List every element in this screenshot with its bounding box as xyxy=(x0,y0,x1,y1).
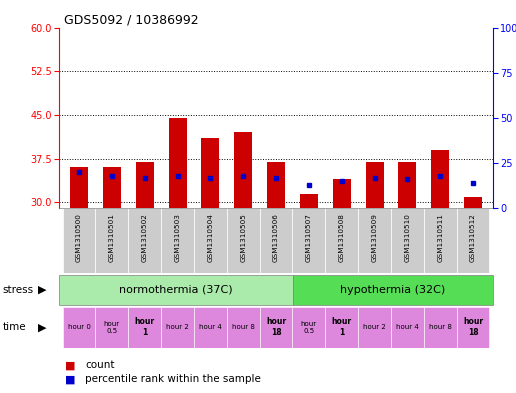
Text: GSM1310505: GSM1310505 xyxy=(240,213,246,263)
Text: hour 8: hour 8 xyxy=(232,324,255,330)
Bar xyxy=(260,307,293,348)
Bar xyxy=(365,162,383,208)
Bar xyxy=(358,208,391,273)
Text: count: count xyxy=(85,360,115,371)
Bar xyxy=(59,275,293,305)
Bar xyxy=(424,208,457,273)
Bar xyxy=(457,208,490,273)
Bar xyxy=(293,307,325,348)
Text: hour
0.5: hour 0.5 xyxy=(104,321,120,334)
Bar xyxy=(300,194,318,208)
Text: GSM1310512: GSM1310512 xyxy=(470,213,476,263)
Text: ■: ■ xyxy=(64,374,75,384)
Text: GSM1310501: GSM1310501 xyxy=(109,213,115,263)
Bar xyxy=(194,307,227,348)
Text: GSM1310507: GSM1310507 xyxy=(306,213,312,263)
Text: hour
1: hour 1 xyxy=(135,318,155,337)
Text: percentile rank within the sample: percentile rank within the sample xyxy=(85,374,261,384)
Text: GSM1310508: GSM1310508 xyxy=(338,213,345,263)
Bar xyxy=(95,208,128,273)
Bar xyxy=(161,307,194,348)
Text: GSM1310506: GSM1310506 xyxy=(273,213,279,263)
Bar xyxy=(136,162,154,208)
Bar xyxy=(128,208,161,273)
Text: GSM1310502: GSM1310502 xyxy=(142,213,148,263)
Bar xyxy=(464,196,482,208)
Text: ▶: ▶ xyxy=(38,285,46,295)
Bar xyxy=(457,307,490,348)
Bar xyxy=(398,162,416,208)
Bar xyxy=(293,275,493,305)
Bar xyxy=(128,307,161,348)
Text: GSM1310504: GSM1310504 xyxy=(207,213,214,263)
Bar xyxy=(95,307,128,348)
Text: GSM1310509: GSM1310509 xyxy=(372,213,378,263)
Bar xyxy=(62,208,95,273)
Bar xyxy=(431,150,449,208)
Text: hour
18: hour 18 xyxy=(463,318,483,337)
Text: GSM1310500: GSM1310500 xyxy=(76,213,82,263)
Text: GDS5092 / 10386992: GDS5092 / 10386992 xyxy=(64,14,199,27)
Bar xyxy=(267,162,285,208)
Text: hour
0.5: hour 0.5 xyxy=(301,321,317,334)
Text: GSM1310511: GSM1310511 xyxy=(437,213,443,263)
Text: GSM1310503: GSM1310503 xyxy=(174,213,181,263)
Bar xyxy=(391,307,424,348)
Text: hour 0: hour 0 xyxy=(68,324,90,330)
Bar xyxy=(201,138,219,208)
Text: ■: ■ xyxy=(64,360,75,371)
Text: hour
18: hour 18 xyxy=(266,318,286,337)
Text: GSM1310510: GSM1310510 xyxy=(405,213,410,263)
Text: hour
1: hour 1 xyxy=(332,318,352,337)
Bar xyxy=(333,179,351,208)
Bar xyxy=(169,118,187,208)
Bar xyxy=(161,208,194,273)
Text: hypothermia (32C): hypothermia (32C) xyxy=(340,285,445,295)
Bar xyxy=(234,132,252,208)
Text: stress: stress xyxy=(3,285,34,295)
Text: hour 4: hour 4 xyxy=(199,324,222,330)
Bar xyxy=(103,167,121,208)
Text: normothermia (37C): normothermia (37C) xyxy=(119,285,233,295)
Text: hour 8: hour 8 xyxy=(429,324,452,330)
Text: hour 4: hour 4 xyxy=(396,324,419,330)
Text: hour 2: hour 2 xyxy=(166,324,189,330)
Bar xyxy=(325,307,358,348)
Bar xyxy=(227,208,260,273)
Bar xyxy=(325,208,358,273)
Bar xyxy=(70,167,88,208)
Bar xyxy=(260,208,293,273)
Bar xyxy=(194,208,227,273)
Bar xyxy=(293,208,325,273)
Text: time: time xyxy=(3,322,26,332)
Bar xyxy=(62,307,95,348)
Text: hour 2: hour 2 xyxy=(363,324,386,330)
Bar xyxy=(358,307,391,348)
Bar xyxy=(424,307,457,348)
Bar xyxy=(227,307,260,348)
Bar xyxy=(391,208,424,273)
Text: ▶: ▶ xyxy=(38,322,46,332)
